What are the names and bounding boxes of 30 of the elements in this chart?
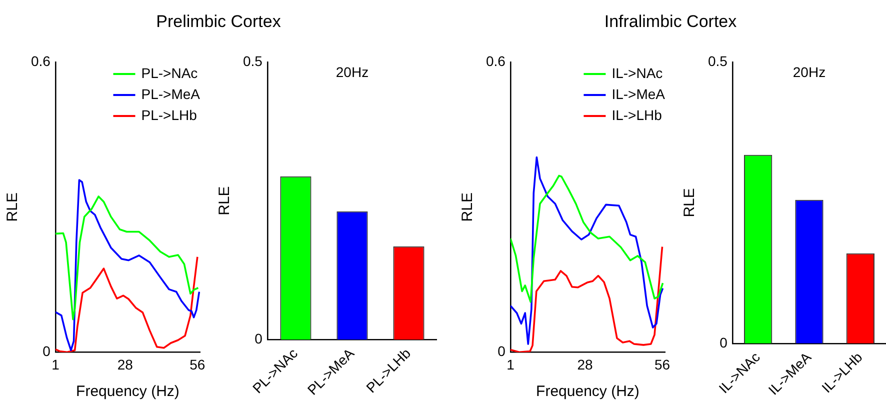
legend-label: IL->NAc [612,64,663,81]
x-tick-label: 1 [506,356,515,372]
chart-title: Prelimbic Cortex [155,12,282,32]
y-tick-label: 0 [498,343,506,360]
y-axis-title: RLE [681,188,698,218]
annotation: 20Hz [792,64,826,80]
legend-label: PL->MeA [141,86,201,102]
y-axis-title: RLE [459,192,476,222]
legend-label: IL->LHb [612,106,662,123]
legend-label: PL->LHb [141,106,198,123]
x-tick-label: 56 [654,356,670,372]
chart-title: Infralimbic Cortex [603,12,738,32]
legend-label: IL->MeA [612,86,666,102]
x-tick-label: 1 [52,356,60,372]
x-tick-label: 56 [190,356,206,372]
y-tick-label: 0.5 [242,52,263,69]
legend-label: PL->NAc [141,64,198,81]
y-tick-label: 0 [720,334,728,350]
x-tick-label: 28 [577,356,593,372]
x-axis-title: Frequency (Hz) [536,383,640,400]
y-tick-label: 0 [42,343,51,360]
y-tick-label: 0.6 [30,52,51,69]
annotation: 20Hz [336,64,369,80]
y-tick-label: 0 [254,330,263,346]
y-axis-title: RLE [216,186,234,216]
y-tick-label: 0.5 [708,52,728,69]
y-tick-label: 0.6 [486,52,506,69]
x-tick-label: 28 [117,356,134,372]
x-axis-title: Frequency (Hz) [76,383,180,400]
y-axis-title: RLE [4,192,22,222]
